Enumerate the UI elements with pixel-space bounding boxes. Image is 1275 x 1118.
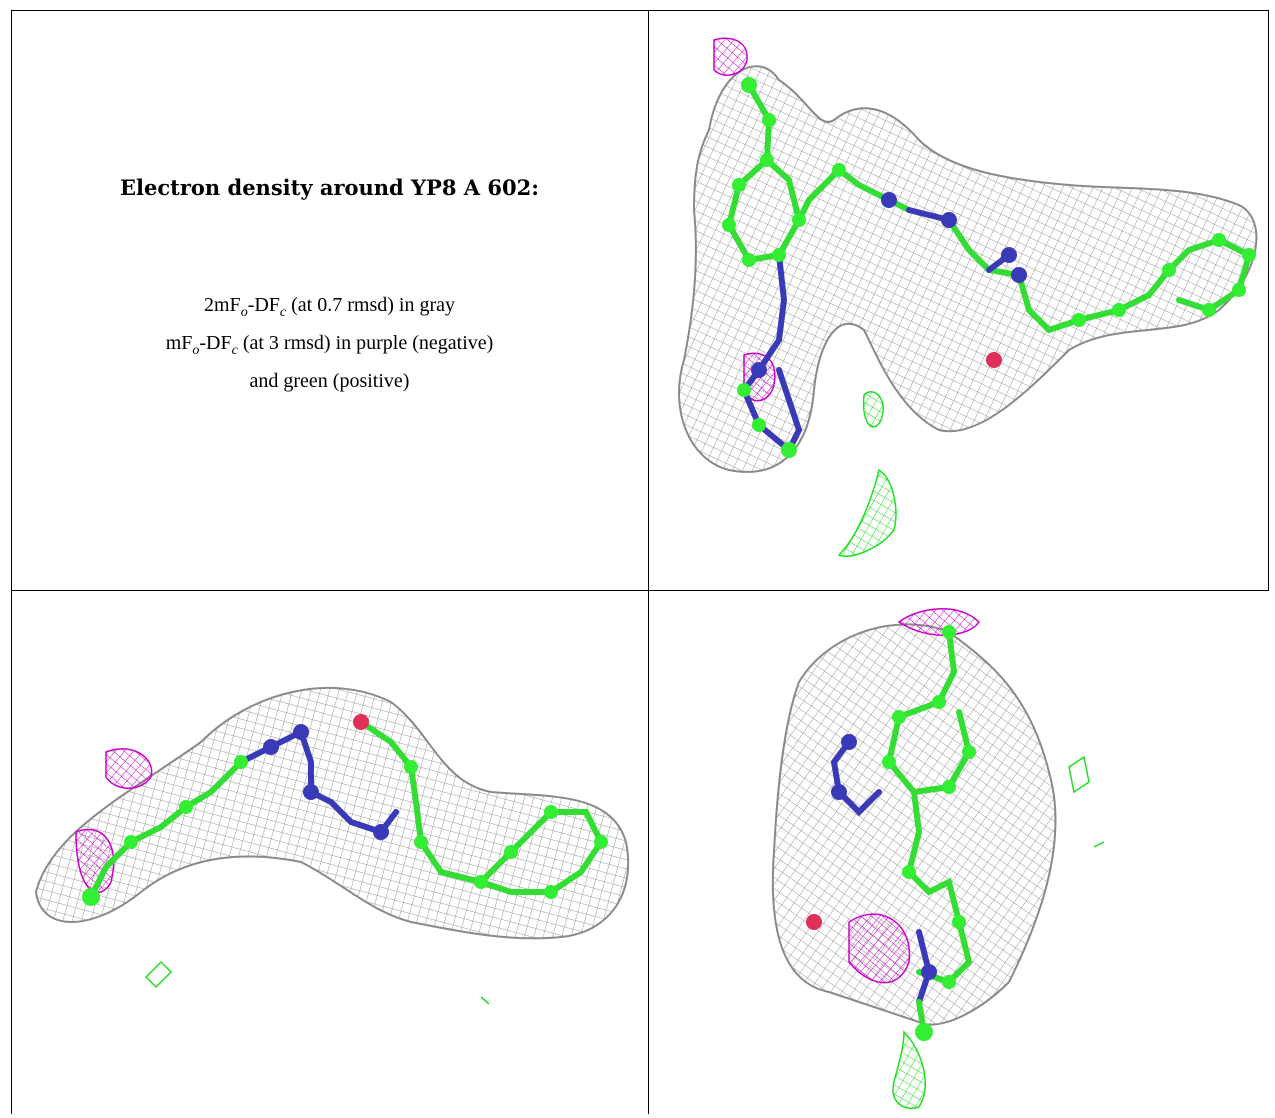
caption-title: Electron density around YP8 A 602: — [120, 175, 539, 200]
legend-line-green: and green (positive) — [249, 370, 410, 392]
caption-cell: Electron density around YP8 A 602: 2mFo-… — [11, 10, 648, 590]
table-border-top — [11, 10, 1269, 11]
atoms — [722, 77, 1256, 458]
atoms — [806, 625, 976, 1041]
figure-table: Electron density around YP8 A 602: 2mFo-… — [11, 10, 1269, 1114]
gray-density-mesh — [678, 65, 1258, 473]
density-view-bottom-right — [649, 592, 1269, 1114]
legend-line-purple: mFo-DFc (at 3 rmsd) in purple (negative) — [165, 332, 494, 358]
table-border-middle — [11, 590, 1269, 591]
gray-density-mesh — [771, 623, 1057, 1026]
gray-density-mesh — [34, 686, 630, 940]
density-view-top-right — [649, 10, 1269, 590]
positive-density-blobs — [144, 960, 490, 1005]
positive-density-blobs — [837, 391, 897, 557]
atoms — [82, 714, 608, 906]
negative-density-blob — [848, 913, 911, 984]
negative-density-blob — [897, 608, 980, 636]
table-border-left — [11, 10, 12, 1114]
positive-density-blobs — [892, 755, 1105, 1109]
caption-legend: 2mFo-DFc (at 0.7 rmsd) in gray mFo-DFc (… — [11, 290, 648, 396]
table-border-right — [1268, 10, 1269, 590]
legend-line-gray: 2mFo-DFc (at 0.7 rmsd) in gray — [204, 294, 455, 320]
table-border-center — [648, 10, 649, 1114]
negative-density-blob — [105, 748, 153, 789]
density-view-bottom-left — [11, 592, 648, 1114]
